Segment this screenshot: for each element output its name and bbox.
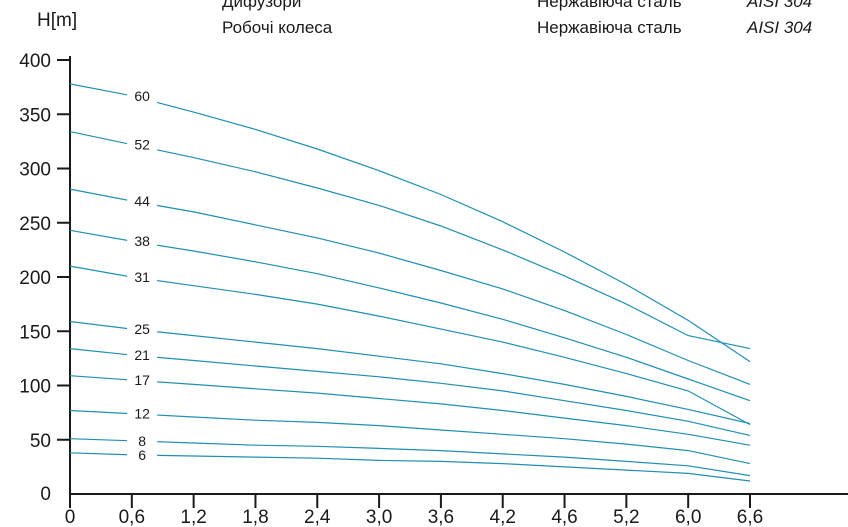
curve-label-25: 25 (134, 321, 150, 337)
x-tick-label: 5,2 (613, 507, 639, 527)
curve-label-17: 17 (134, 372, 150, 388)
curve-label-31: 31 (134, 269, 150, 285)
x-tick-label: 1,8 (242, 507, 268, 527)
curve-60 (69, 83, 751, 363)
header-impellers-code: AISI 304 (747, 18, 813, 37)
x-tick-label: 4,2 (490, 507, 516, 527)
curve-label-bg (127, 346, 158, 364)
header-diffusers-material: Нержавіюча сталь (537, 0, 682, 11)
header-diffusers-label: Дифузори (222, 0, 302, 11)
x-tick-label: 4,6 (551, 507, 577, 527)
x-tick-label: 1,2 (180, 507, 206, 527)
curve-12 (69, 409, 751, 465)
curve-label-bg (127, 86, 158, 104)
curve-31 (69, 265, 751, 426)
curve-38 (69, 229, 751, 402)
x-tick-label: 0,6 (119, 507, 145, 527)
curve-17 (69, 375, 751, 446)
curve-label-bg (127, 232, 158, 250)
curve-6 (69, 452, 751, 482)
curve-label-bg (127, 268, 158, 285)
curve-25 (69, 320, 751, 425)
y-tick-label: 50 (30, 431, 51, 452)
curve-label-52: 52 (134, 137, 150, 153)
y-tick-label: 150 (19, 322, 51, 343)
x-tick-label: 6,0 (675, 507, 701, 527)
y-tick-label: 200 (19, 268, 51, 289)
x-tick-label: 3,0 (366, 507, 392, 527)
x-tick-label: 6,6 (737, 507, 763, 527)
curve-label-bg (127, 404, 158, 422)
curve-8 (69, 438, 751, 477)
header-diffusers-code: AISI 304 (747, 0, 813, 11)
y-tick-label: 300 (19, 160, 51, 181)
curve-label-44: 44 (134, 193, 150, 209)
y-tick-label: 400 (19, 51, 51, 72)
curve-label-bg (127, 445, 158, 463)
curve-44 (69, 188, 751, 385)
curve-label-bg (127, 371, 158, 389)
header-impellers-material: Нержавіюча сталь (537, 18, 682, 37)
y-tick-label: 350 (19, 105, 51, 126)
x-tick-label: 2,4 (304, 507, 331, 527)
curve-label-bg (127, 192, 158, 210)
curve-label-12: 12 (134, 406, 150, 422)
curve-21 (69, 348, 751, 436)
y-tick-label: 250 (19, 214, 51, 235)
curve-label-8: 8 (138, 433, 146, 449)
curve-52 (69, 131, 751, 350)
curve-label-38: 38 (134, 233, 150, 249)
header-impellers-label: Робочі колеса (222, 18, 333, 37)
curve-label-60: 60 (134, 88, 150, 104)
curve-label-bg (127, 320, 158, 338)
curve-label-21: 21 (134, 347, 150, 363)
curve-label-bg (127, 431, 158, 449)
y-tick-label: 0 (40, 484, 51, 505)
curve-label-6: 6 (138, 447, 146, 463)
x-tick-label: 3,6 (428, 507, 454, 527)
y-axis-label: H[m] (37, 10, 78, 31)
curve-label-bg (127, 135, 158, 153)
x-tick-label: 0 (65, 507, 76, 527)
y-tick-label: 100 (19, 377, 51, 398)
